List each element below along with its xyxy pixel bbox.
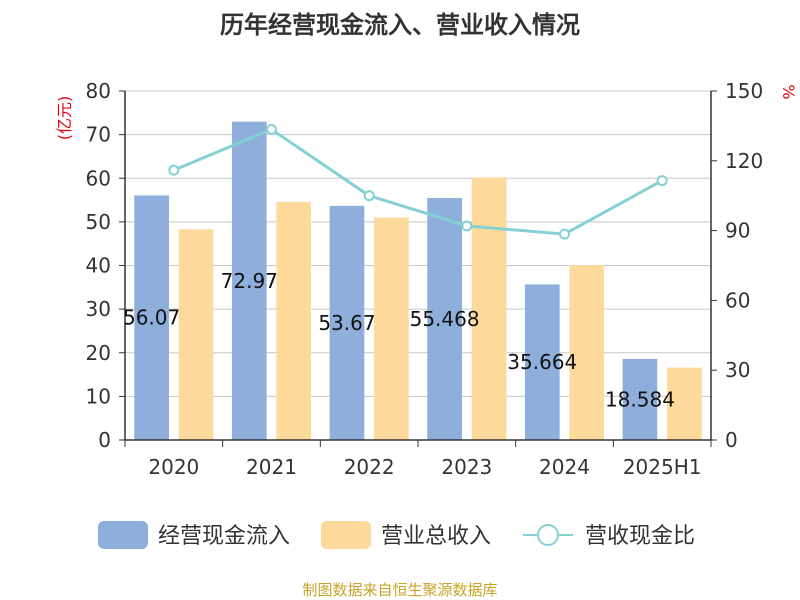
bars <box>134 121 702 441</box>
bar <box>427 198 462 440</box>
bar-data-label: 55.468 <box>410 307 480 331</box>
grid-lines <box>125 90 711 397</box>
y-right-tick-label: 90 <box>725 219 750 243</box>
x-tick-label: 2022 <box>344 455 395 479</box>
bar <box>471 177 507 440</box>
y-left-tick-label: 50 <box>86 210 111 234</box>
axes: 0 10 20 30 40 50 60 70 80 0 30 60 90 120 150 2020 2021 20… <box>86 79 764 479</box>
bar-data-label: 56.07 <box>123 306 180 330</box>
series-line <box>173 127 663 236</box>
line-point <box>266 123 277 135</box>
data-labels: 56.07 72.97 53.67 55.468 35.664 18.584 <box>123 269 675 412</box>
y-right-tick-label: 150 <box>725 79 763 103</box>
y-left-tick-label: 40 <box>86 254 111 278</box>
line-point <box>656 175 668 187</box>
x-tick-label: 2021 <box>246 455 297 479</box>
legend-label: 经营现金流入 <box>158 524 290 549</box>
y-right-tick-label: 120 <box>725 149 763 173</box>
line-point <box>168 164 180 176</box>
y-left-tick-label: 60 <box>86 166 111 190</box>
legend-label: 营收现金比 <box>585 524 695 549</box>
bar-data-label: 35.664 <box>507 350 577 374</box>
line-point <box>363 190 375 202</box>
legend: 经营现金流入 营业总收入 营收现金比 <box>98 521 695 549</box>
x-tick-label: 2025H1 <box>623 455 702 479</box>
legend-swatch <box>321 521 371 549</box>
chart-title: 历年经营现金流入、营业收入情况 <box>220 11 580 39</box>
y-left-tick-label: 10 <box>86 384 111 408</box>
y-left-tick-label: 30 <box>86 297 111 321</box>
bar-data-label: 72.97 <box>221 269 278 293</box>
x-tick-label: 2020 <box>148 455 199 479</box>
y-left-tick-label: 20 <box>86 341 111 365</box>
bar <box>667 367 702 440</box>
line-point <box>559 228 570 240</box>
bar-data-label: 18.584 <box>605 387 675 411</box>
y-left-tick-label: 70 <box>86 123 111 147</box>
legend-swatch <box>98 521 148 549</box>
bar <box>178 229 214 440</box>
bar <box>569 265 605 440</box>
y-left-unit: (亿元) <box>55 96 74 141</box>
legend-label: 营业总收入 <box>381 524 491 549</box>
y-left-tick-label: 80 <box>86 79 111 103</box>
line-point <box>461 220 473 232</box>
x-tick-label: 2024 <box>539 455 590 479</box>
bar <box>276 201 312 440</box>
y-right-unit: % <box>779 84 798 99</box>
bar-data-label: 53.67 <box>318 311 375 335</box>
x-tick-label: 2023 <box>441 455 492 479</box>
y-right-tick-label: 30 <box>725 358 750 382</box>
bar <box>134 195 169 440</box>
bar <box>622 358 658 440</box>
bar <box>524 284 560 440</box>
source-note: 制图数据来自恒生聚源数据库 <box>302 581 497 599</box>
y-right-tick-label: 60 <box>725 288 750 312</box>
ratio-line <box>168 123 668 240</box>
bar <box>329 205 365 440</box>
legend-marker <box>537 524 559 546</box>
bar <box>231 121 267 441</box>
y-left-tick-label: 0 <box>98 428 111 452</box>
y-right-tick-label: 0 <box>725 428 738 452</box>
bar <box>374 217 409 440</box>
